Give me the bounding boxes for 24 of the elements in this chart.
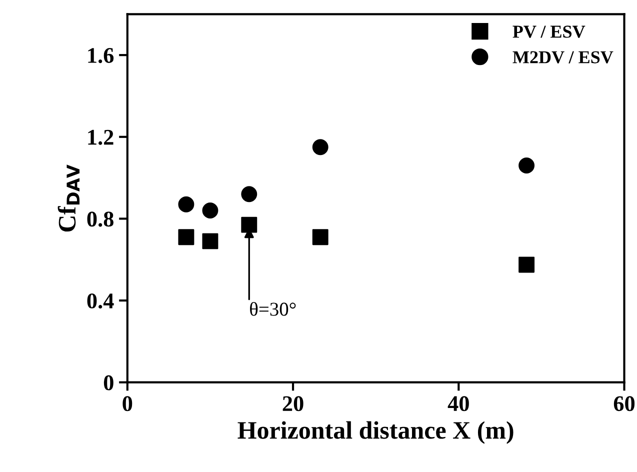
point: [178, 196, 194, 212]
point: [241, 216, 258, 233]
x-tick-label: 20: [282, 396, 304, 412]
y-axis-title: Cf$_{DAV}$: [58, 164, 80, 232]
point: [178, 229, 194, 246]
x-tick-label: 0: [122, 396, 132, 412]
legend-label: M2DV / ESV: [512, 51, 614, 64]
point: [518, 256, 535, 273]
y-tick-label: 0: [104, 375, 114, 390]
point: [202, 202, 218, 218]
x-tick-label: 60: [614, 396, 635, 412]
point: [202, 233, 218, 250]
legend-label: PV / ESV: [512, 26, 586, 38]
point: [241, 186, 258, 202]
point: [312, 229, 328, 246]
annotation: θ=30°: [250, 302, 296, 316]
y-tick-label: 0.4: [87, 293, 114, 309]
point: [518, 158, 535, 174]
x-tick-label: 40: [448, 396, 469, 412]
x-axis-title: Horizontal distance X (m): [238, 421, 514, 444]
point: [312, 139, 328, 156]
y-tick-label: 1.6: [88, 48, 114, 64]
y-tick-label: 1.2: [88, 130, 114, 145]
y-tick-label: 0.8: [87, 212, 114, 227]
